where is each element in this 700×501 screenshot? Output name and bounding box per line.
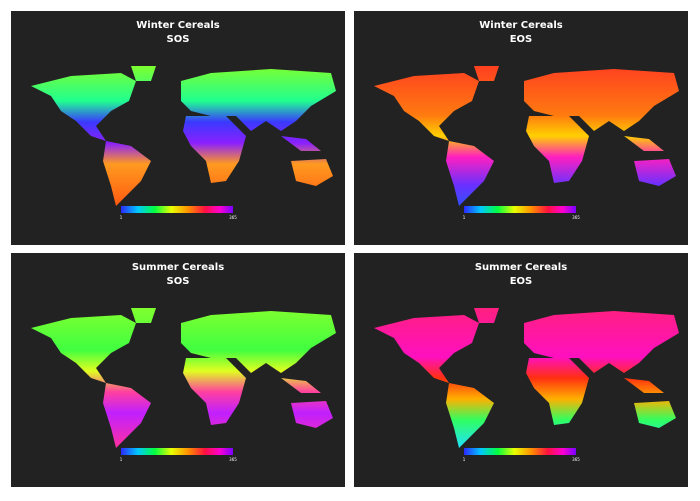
north-america xyxy=(31,315,136,383)
north-america xyxy=(374,73,479,141)
greenland xyxy=(131,66,156,81)
color-scale xyxy=(464,206,576,213)
panel-title: Summer Cereals xyxy=(132,262,224,273)
australia xyxy=(291,401,333,428)
australia xyxy=(634,159,676,186)
scale-max-label: 365 xyxy=(229,457,237,462)
color-scale xyxy=(464,448,576,455)
south-america xyxy=(446,383,494,448)
africa xyxy=(183,116,246,183)
eurasia xyxy=(524,311,679,373)
australia xyxy=(634,401,676,428)
scale-max-label: 365 xyxy=(229,215,237,220)
north-america xyxy=(374,315,479,383)
eurasia xyxy=(181,69,336,131)
panel-subtitle: SOS xyxy=(167,34,190,45)
color-scale xyxy=(121,448,233,455)
greenland xyxy=(474,308,499,323)
south-america xyxy=(103,141,151,206)
map-panel: Summer Cereals EOS 1 365 xyxy=(354,253,688,487)
south-america xyxy=(446,141,494,206)
australia xyxy=(291,159,333,186)
north-america xyxy=(31,73,136,141)
africa xyxy=(183,358,246,425)
panel-title: Winter Cereals xyxy=(136,20,220,31)
islands xyxy=(281,378,321,393)
africa xyxy=(526,358,589,425)
africa xyxy=(526,116,589,183)
panel-title: Winter Cereals xyxy=(479,20,563,31)
scale-min-label: 1 xyxy=(463,457,466,462)
eurasia xyxy=(524,69,679,131)
eurasia xyxy=(181,311,336,373)
islands xyxy=(281,136,321,151)
south-america xyxy=(103,383,151,448)
panel-subtitle: EOS xyxy=(510,34,533,45)
scale-max-label: 365 xyxy=(572,215,580,220)
panel-subtitle: EOS xyxy=(510,276,533,287)
scale-max-label: 365 xyxy=(572,457,580,462)
panel-title: Summer Cereals xyxy=(475,262,567,273)
map-panel: Summer Cereals SOS 1 365 xyxy=(11,253,345,487)
scale-min-label: 1 xyxy=(120,457,123,462)
scale-min-label: 1 xyxy=(463,215,466,220)
greenland xyxy=(474,66,499,81)
panel-subtitle: SOS xyxy=(167,276,190,287)
scale-min-label: 1 xyxy=(120,215,123,220)
map-panel: Winter Cereals SOS 1 365 xyxy=(11,11,345,245)
color-scale xyxy=(121,206,233,213)
islands xyxy=(624,378,664,393)
islands xyxy=(624,136,664,151)
greenland xyxy=(131,308,156,323)
map-panel: Winter Cereals EOS 1 365 xyxy=(354,11,688,245)
